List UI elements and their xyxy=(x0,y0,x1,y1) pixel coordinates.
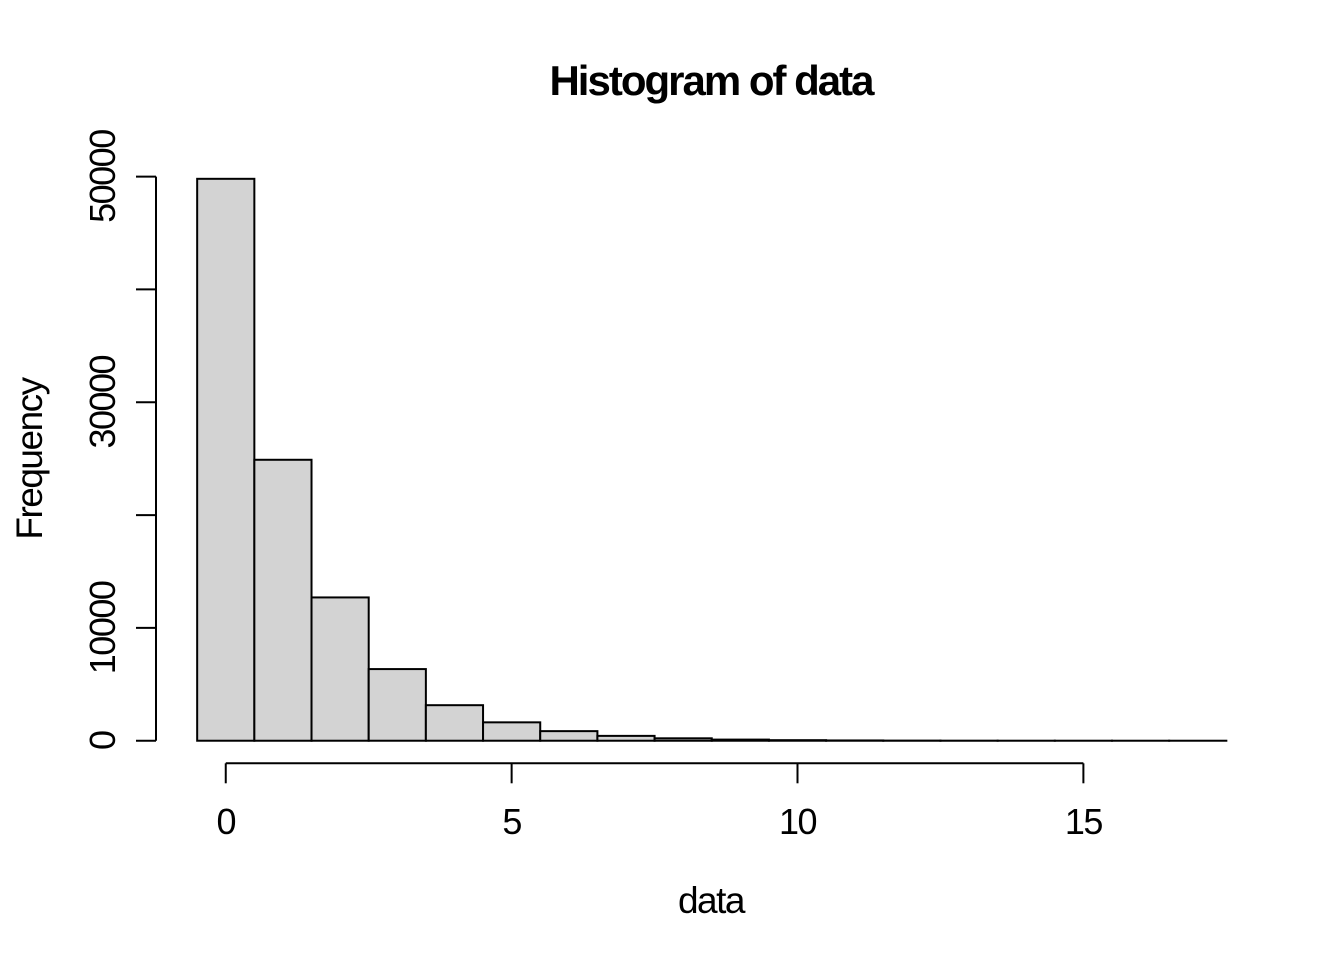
histogram-bar xyxy=(767,739,828,742)
histogram-bar xyxy=(196,177,256,742)
histogram-bar xyxy=(367,668,427,742)
histogram-bar xyxy=(424,704,485,742)
histogram-bar xyxy=(596,734,656,742)
axes-group: 0 10000 30000 50000 0 5 10 15 xyxy=(82,130,1104,842)
y-tick-label: 10000 xyxy=(82,581,123,674)
histogram-bar xyxy=(253,458,313,742)
y-tick-label: 50000 xyxy=(82,130,123,223)
y-tick-label: 0 xyxy=(82,731,123,750)
bars-group xyxy=(196,177,1228,742)
y-tick-label: 30000 xyxy=(82,355,123,448)
histogram-bar xyxy=(310,596,370,742)
x-tick-label: 0 xyxy=(216,801,235,842)
histogram-bar xyxy=(482,721,542,742)
histogram-bar xyxy=(653,737,713,742)
histogram-bar xyxy=(710,738,770,742)
x-tick-label: 5 xyxy=(502,801,521,842)
y-axis-title: Frequency xyxy=(9,376,50,539)
x-tick-label: 15 xyxy=(1065,801,1103,842)
x-axis-title: data xyxy=(678,880,746,921)
x-tick-label: 10 xyxy=(779,801,817,842)
chart-title: Histogram of data xyxy=(549,57,875,104)
histogram-bar xyxy=(539,730,599,742)
